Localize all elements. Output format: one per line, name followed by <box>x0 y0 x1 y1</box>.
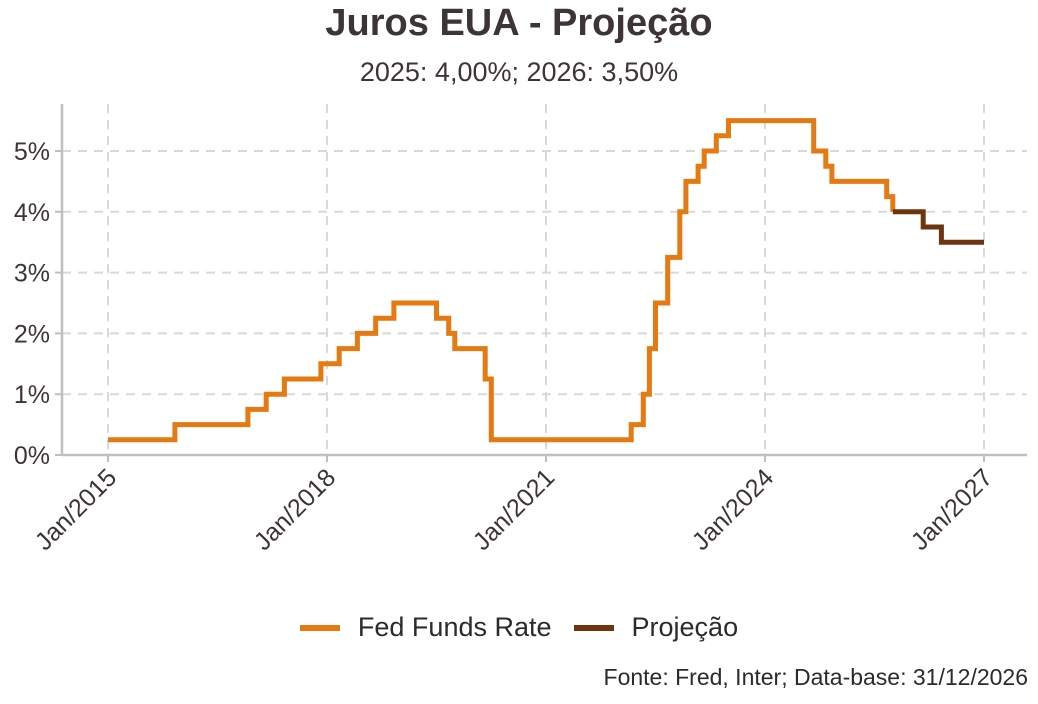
x-tick-label: Jan/2015 <box>30 463 123 556</box>
y-tick-label: 4% <box>14 199 50 227</box>
legend: Fed Funds Rate Projeção <box>0 612 1038 643</box>
chart-title: Juros EUA - Projeção <box>325 2 713 44</box>
source-caption: Fonte: Fred, Inter; Data-base: 31/12/202… <box>603 664 1028 690</box>
x-tick-label: Jan/2021 <box>468 463 561 556</box>
y-tick-label: 1% <box>14 381 50 409</box>
x-tick-label: Jan/2018 <box>249 463 342 556</box>
x-tick-label: Jan/2024 <box>687 463 780 556</box>
y-tick-label: 3% <box>14 260 50 288</box>
series-lines <box>108 118 984 443</box>
line-chart: 0% 1% 2% 3% 4% 5% Jan/2015 Jan/2018 Jan/2021 Jan/… <box>14 104 1027 556</box>
legend-swatch-fed-funds-rate <box>299 624 340 631</box>
series-line-projecao <box>892 209 984 245</box>
y-tick-label: 0% <box>14 442 50 470</box>
legend-item-projecao: Projeção <box>573 612 739 643</box>
tick-labels: 0% 1% 2% 3% 4% 5% Jan/2015 Jan/2018 Jan/2021 Jan/… <box>14 138 998 556</box>
y-tick-label: 5% <box>14 138 50 166</box>
x-tick-label: Jan/2027 <box>906 463 999 556</box>
grid-lines <box>62 104 1027 455</box>
legend-label-projecao: Projeção <box>631 612 739 642</box>
axes <box>55 104 1027 462</box>
legend-swatch-projecao <box>573 624 614 631</box>
y-tick-label: 2% <box>14 320 50 348</box>
legend-label-fed-funds-rate: Fed Funds Rate <box>357 612 552 642</box>
legend-item-fed-funds-rate: Fed Funds Rate <box>299 612 552 643</box>
series-line-fed-funds-rate <box>108 118 896 443</box>
chart-subtitle: 2025: 4,00%; 2026: 3,50% <box>359 57 679 87</box>
